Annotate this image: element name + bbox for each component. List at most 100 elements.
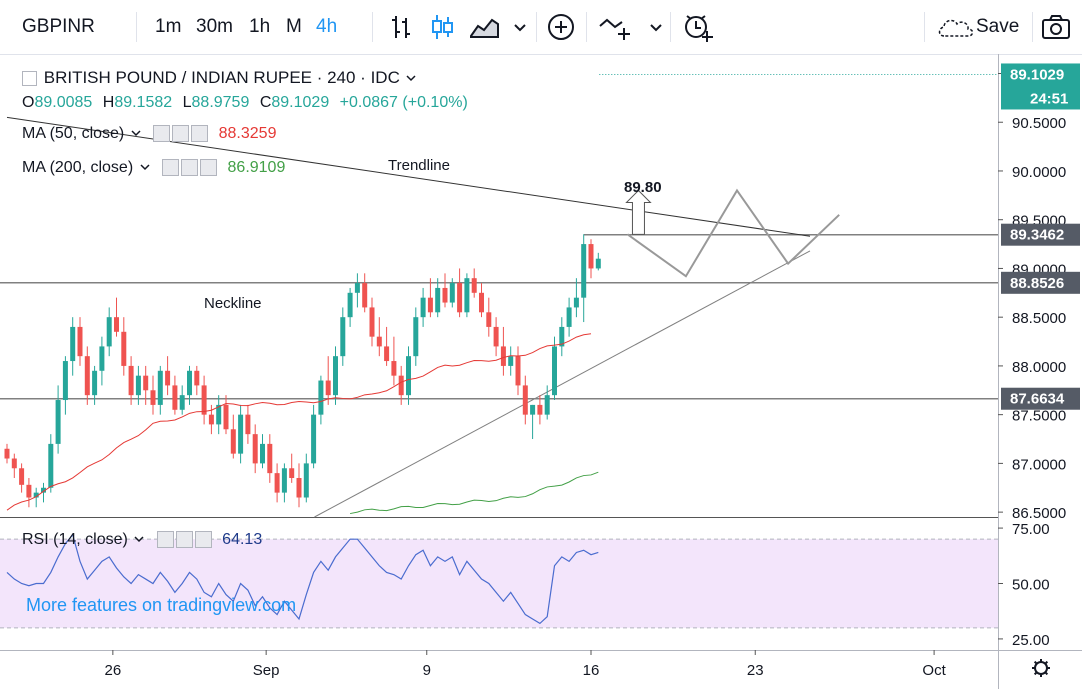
time-tick-label: Sep [253, 662, 280, 679]
low-value: 88.9759 [191, 94, 250, 111]
candle-body [62, 361, 68, 401]
interval-30m[interactable]: 30m [196, 16, 233, 37]
bar-style-icon[interactable] [388, 12, 418, 42]
time-axis[interactable]: 26 Sep 9 16 23 Oct [105, 650, 1050, 679]
candle-body [333, 356, 338, 396]
gear-tooth [1033, 671, 1038, 676]
candle-body [165, 370, 171, 386]
candle-body [391, 361, 397, 376]
price-tick-label: 87.5000 [1012, 408, 1066, 425]
chevron-down-icon[interactable] [129, 128, 143, 138]
dropdown-icon[interactable] [510, 12, 530, 42]
moving-averages [6, 333, 599, 515]
candle-body [479, 292, 484, 313]
last-price-tag: 89.1029 [1010, 66, 1064, 83]
interval-1h[interactable]: 1h [249, 16, 271, 37]
candle-body [179, 395, 185, 410]
candle-body [354, 283, 360, 293]
gear-tooth [1033, 660, 1038, 665]
rsi-legend: RSI (14, close) 64.13 [22, 531, 262, 549]
alert-icon[interactable] [682, 12, 716, 42]
rsi-tick-label: 25.00 [1012, 632, 1050, 649]
ma200-value: 86.9109 [227, 159, 286, 176]
time-tick-label: 16 [583, 662, 600, 679]
candle-body [544, 395, 550, 415]
chevron-down-icon[interactable] [132, 534, 146, 544]
toolbar-divider [1032, 12, 1033, 42]
visibility-icon[interactable] [153, 125, 171, 143]
resistance-price-tag-box [1001, 223, 1080, 246]
candle-body [260, 443, 265, 464]
candle-body [92, 370, 98, 396]
settings-gear-icon[interactable] [1032, 659, 1050, 677]
remove-icon[interactable] [200, 159, 218, 177]
remove-icon[interactable] [194, 531, 212, 549]
resistance-price-tag: 89.3462 [1010, 227, 1064, 244]
tradingview-watermark[interactable]: More features on tradingview.com [26, 595, 297, 615]
candle-body [77, 326, 83, 357]
candle-body [172, 385, 178, 410]
compare-icon[interactable] [598, 12, 634, 42]
candle-body [420, 297, 426, 318]
ma50-line [6, 333, 592, 511]
gear-ring [1034, 661, 1048, 675]
candle-body [457, 283, 463, 313]
interval-4h[interactable]: 4h [316, 16, 338, 37]
support-price-tag-box [1001, 387, 1080, 410]
save-button[interactable]: Save [928, 0, 1030, 54]
rsi-series [6, 533, 599, 625]
candle-body [384, 346, 390, 362]
symbol-search[interactable]: GBPINR [22, 16, 95, 37]
settings-icon[interactable] [175, 531, 193, 549]
area-icon[interactable] [468, 12, 499, 42]
candle-body [238, 414, 244, 454]
target-arrow-icon [625, 189, 652, 235]
camera-icon[interactable] [1040, 12, 1072, 42]
remove-icon[interactable] [191, 125, 209, 143]
candle-body [362, 283, 368, 308]
rsi-line [6, 533, 599, 625]
candles-icon[interactable] [428, 12, 458, 42]
candle-body [369, 307, 375, 337]
dropdown-icon[interactable] [646, 12, 666, 42]
price-axis[interactable]: 91.000090.500090.000089.500089.000088.50… [998, 66, 1066, 649]
settings-icon[interactable] [172, 125, 190, 143]
high-value: 89.1582 [114, 94, 173, 111]
neckline-label: Neckline [204, 295, 262, 312]
price-tick-label: 86.5000 [1012, 505, 1066, 522]
price-chart[interactable]: 91.000090.500090.000089.500089.000088.50… [0, 54, 1082, 689]
add-indicator-icon[interactable] [546, 12, 576, 42]
neckline-price-tag: 88.8526 [1010, 275, 1064, 292]
price-tick-label: 90.0000 [1012, 164, 1066, 181]
trendline [6, 116, 811, 237]
price-labels: 89.3462 88.8526 87.6634 89.1029 24:51 [1001, 63, 1080, 410]
candle-body [311, 414, 317, 464]
rsi-value: 64.13 [222, 531, 263, 548]
chevron-down-icon[interactable] [138, 162, 152, 172]
candle-body [143, 375, 149, 391]
support-line [314, 250, 811, 518]
cloud-save-icon [938, 19, 974, 37]
candle-body [4, 448, 10, 459]
collapse-icon[interactable] [22, 71, 37, 87]
series-title: BRITISH POUND / INDIAN RUPEE · 240 · IDC [43, 68, 400, 87]
gear-tooth [1044, 660, 1049, 665]
candle-body [427, 297, 433, 313]
candle-body [208, 414, 214, 425]
candle-body [19, 468, 25, 485]
ma200-line [350, 471, 599, 515]
toolbar-divider [924, 12, 925, 42]
candle-body [435, 287, 441, 313]
interval-month[interactable]: M [286, 16, 302, 37]
top-toolbar: GBPINR 1m 30m 1h M 4h Save [0, 0, 1082, 55]
visibility-icon[interactable] [162, 159, 180, 177]
candle-body [252, 434, 258, 464]
visibility-icon[interactable] [156, 531, 174, 549]
chevron-down-icon[interactable] [405, 73, 417, 83]
settings-icon[interactable] [181, 159, 199, 177]
candle-body [223, 404, 229, 430]
candle-body [289, 468, 295, 479]
toolbar-divider [372, 12, 373, 42]
interval-1m[interactable]: 1m [155, 16, 182, 37]
toolbar-divider [586, 12, 587, 42]
